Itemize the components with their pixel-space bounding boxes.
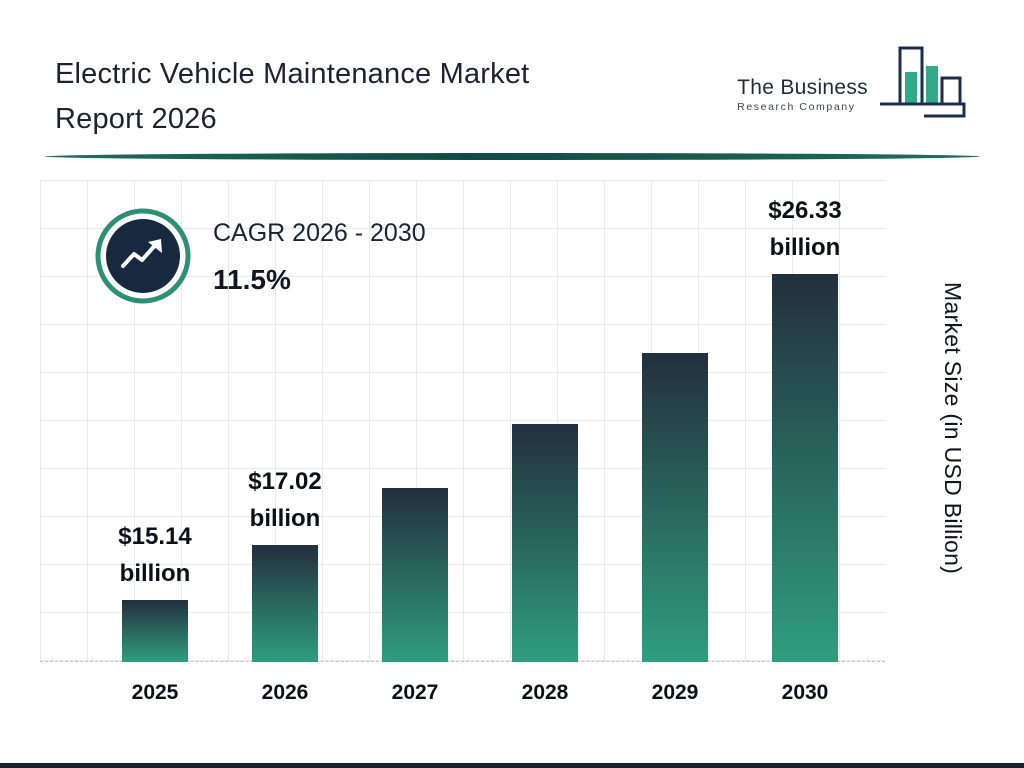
bar-value-unit: billion bbox=[249, 504, 321, 532]
bar-column-2027 bbox=[350, 185, 480, 662]
bar-value-label-2030: $26.33 billion bbox=[768, 192, 841, 266]
page-title: Electric Vehicle Maintenance Market Repo… bbox=[55, 52, 529, 142]
bar-column-2026: $17.02 billion bbox=[220, 185, 350, 662]
cagr-label: CAGR 2026 - 2030 bbox=[213, 219, 426, 247]
bar-2025 bbox=[122, 600, 188, 662]
bar-chart-logo-icon bbox=[878, 42, 966, 129]
bar-2030 bbox=[772, 274, 838, 662]
bar-value-amount: $15.14 bbox=[118, 522, 192, 550]
x-axis-label-2027: 2027 bbox=[391, 681, 439, 704]
bar-2029 bbox=[642, 353, 708, 662]
x-axis-label-2028: 2028 bbox=[521, 681, 569, 704]
page-title-line1: Electric Vehicle Maintenance Market bbox=[55, 58, 530, 90]
growth-trend-icon bbox=[95, 208, 191, 304]
company-subtitle: Research Company bbox=[737, 101, 856, 113]
bar-value-amount: $26.33 bbox=[768, 196, 842, 224]
bar-chart: $15.14 billion $17.02 billion $26.33 billion bbox=[90, 185, 870, 662]
header-divider bbox=[45, 153, 980, 160]
x-axis: 2025 2026 2027 2028 2029 2030 bbox=[90, 681, 870, 705]
bar-value-unit: billion bbox=[119, 559, 191, 587]
bar-column-2029 bbox=[610, 185, 740, 662]
x-axis-label-2029: 2029 bbox=[651, 681, 699, 704]
bar-value-unit: billion bbox=[769, 233, 841, 261]
bar-value-amount: $17.02 bbox=[248, 467, 322, 495]
footer-rule bbox=[0, 763, 1024, 768]
bar-2027 bbox=[382, 488, 448, 662]
bar-value-label-2026: $17.02 billion bbox=[248, 463, 321, 537]
page-title-line2: Report 2026 bbox=[55, 103, 217, 135]
bar-2028 bbox=[512, 424, 578, 662]
x-axis-label-2025: 2025 bbox=[131, 681, 179, 704]
bar-column-2025: $15.14 billion bbox=[90, 185, 220, 662]
bar-column-2030: $26.33 billion bbox=[740, 185, 870, 662]
bar-value-label-2025: $15.14 billion bbox=[118, 518, 191, 592]
x-axis-label-2026: 2026 bbox=[261, 681, 309, 704]
bar-2026 bbox=[252, 545, 318, 662]
cagr-value: 11.5% bbox=[213, 264, 291, 295]
x-axis-label-2030: 2030 bbox=[781, 681, 829, 704]
y-axis-title: Market Size (in USD Billion) bbox=[940, 282, 966, 575]
company-logo: The Business Research Company bbox=[737, 42, 966, 129]
company-logo-text: The Business Research Company bbox=[737, 76, 868, 113]
bar-column-2028 bbox=[480, 185, 610, 662]
company-name: The Business bbox=[737, 76, 868, 99]
